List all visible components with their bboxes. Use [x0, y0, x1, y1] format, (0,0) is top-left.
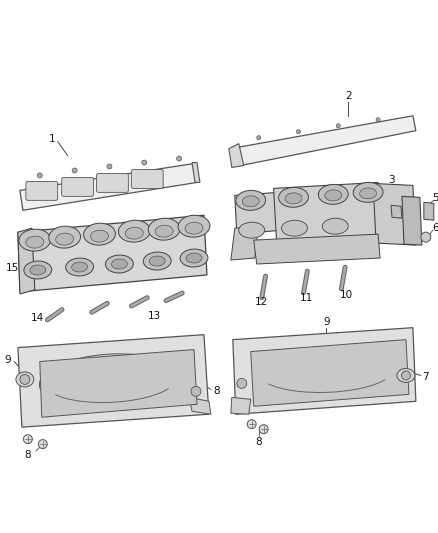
Polygon shape — [373, 183, 416, 245]
Polygon shape — [189, 397, 211, 414]
Ellipse shape — [186, 253, 202, 263]
Ellipse shape — [322, 218, 348, 234]
Circle shape — [237, 378, 247, 389]
Text: 14: 14 — [31, 313, 44, 323]
Polygon shape — [40, 350, 197, 417]
Ellipse shape — [353, 182, 383, 203]
Text: 3: 3 — [388, 175, 394, 185]
Text: 8: 8 — [255, 437, 262, 447]
Polygon shape — [233, 328, 416, 414]
Polygon shape — [391, 205, 402, 218]
Polygon shape — [231, 226, 259, 260]
Text: 13: 13 — [148, 311, 161, 321]
Ellipse shape — [185, 222, 203, 234]
Text: 5: 5 — [432, 193, 438, 204]
Polygon shape — [18, 215, 207, 292]
Circle shape — [191, 386, 201, 397]
Polygon shape — [229, 143, 244, 167]
Ellipse shape — [26, 236, 44, 248]
Circle shape — [142, 160, 147, 165]
Ellipse shape — [106, 255, 133, 273]
Polygon shape — [192, 163, 200, 182]
Ellipse shape — [178, 215, 210, 237]
Circle shape — [257, 136, 261, 140]
Ellipse shape — [66, 258, 94, 276]
Ellipse shape — [125, 227, 143, 239]
Text: 12: 12 — [255, 297, 268, 307]
Ellipse shape — [39, 354, 184, 409]
Text: 2: 2 — [345, 91, 352, 101]
FancyBboxPatch shape — [62, 177, 94, 196]
Polygon shape — [254, 234, 380, 264]
Ellipse shape — [155, 225, 173, 237]
Text: 9: 9 — [323, 317, 330, 327]
Polygon shape — [18, 228, 35, 294]
Ellipse shape — [111, 259, 127, 269]
Ellipse shape — [236, 190, 265, 211]
Text: 8: 8 — [25, 450, 31, 460]
Ellipse shape — [149, 256, 165, 266]
Ellipse shape — [325, 190, 342, 201]
Text: 11: 11 — [300, 293, 313, 303]
Circle shape — [259, 425, 268, 434]
Polygon shape — [274, 182, 381, 242]
Text: 1: 1 — [49, 134, 55, 144]
Circle shape — [376, 118, 380, 122]
Ellipse shape — [279, 188, 308, 207]
Ellipse shape — [148, 218, 180, 240]
Polygon shape — [251, 340, 409, 406]
Ellipse shape — [16, 372, 34, 387]
Polygon shape — [231, 116, 416, 166]
Polygon shape — [18, 335, 209, 427]
Ellipse shape — [49, 226, 81, 248]
Ellipse shape — [72, 262, 88, 272]
Text: 8: 8 — [214, 386, 220, 397]
Text: 6: 6 — [432, 223, 438, 233]
Circle shape — [23, 434, 32, 443]
Ellipse shape — [56, 233, 74, 245]
Polygon shape — [235, 192, 282, 234]
Circle shape — [336, 124, 340, 128]
Text: 15: 15 — [5, 263, 18, 273]
Ellipse shape — [118, 220, 150, 242]
Ellipse shape — [180, 249, 208, 267]
Ellipse shape — [242, 196, 259, 207]
FancyBboxPatch shape — [96, 173, 128, 192]
Ellipse shape — [239, 222, 265, 238]
Text: 4: 4 — [409, 193, 415, 204]
Circle shape — [107, 164, 112, 169]
Circle shape — [20, 375, 30, 384]
Circle shape — [37, 173, 42, 178]
Circle shape — [38, 440, 47, 449]
Circle shape — [247, 419, 256, 429]
FancyBboxPatch shape — [26, 181, 58, 200]
Circle shape — [402, 371, 410, 380]
Circle shape — [421, 232, 431, 242]
Ellipse shape — [360, 188, 377, 199]
Circle shape — [297, 130, 300, 134]
Text: 7: 7 — [423, 373, 429, 383]
Polygon shape — [20, 164, 197, 211]
Circle shape — [177, 156, 182, 161]
Ellipse shape — [30, 265, 46, 275]
Polygon shape — [424, 203, 434, 220]
Polygon shape — [231, 397, 251, 414]
Ellipse shape — [143, 252, 171, 270]
Ellipse shape — [285, 193, 302, 204]
Text: 10: 10 — [340, 290, 353, 300]
Ellipse shape — [318, 184, 348, 204]
Ellipse shape — [282, 220, 307, 236]
Circle shape — [72, 168, 77, 173]
FancyBboxPatch shape — [131, 169, 163, 188]
Ellipse shape — [24, 261, 52, 279]
Polygon shape — [402, 196, 422, 245]
Ellipse shape — [84, 223, 115, 245]
Text: 9: 9 — [5, 354, 11, 365]
Ellipse shape — [91, 230, 109, 242]
Ellipse shape — [19, 229, 51, 251]
Ellipse shape — [397, 368, 415, 382]
